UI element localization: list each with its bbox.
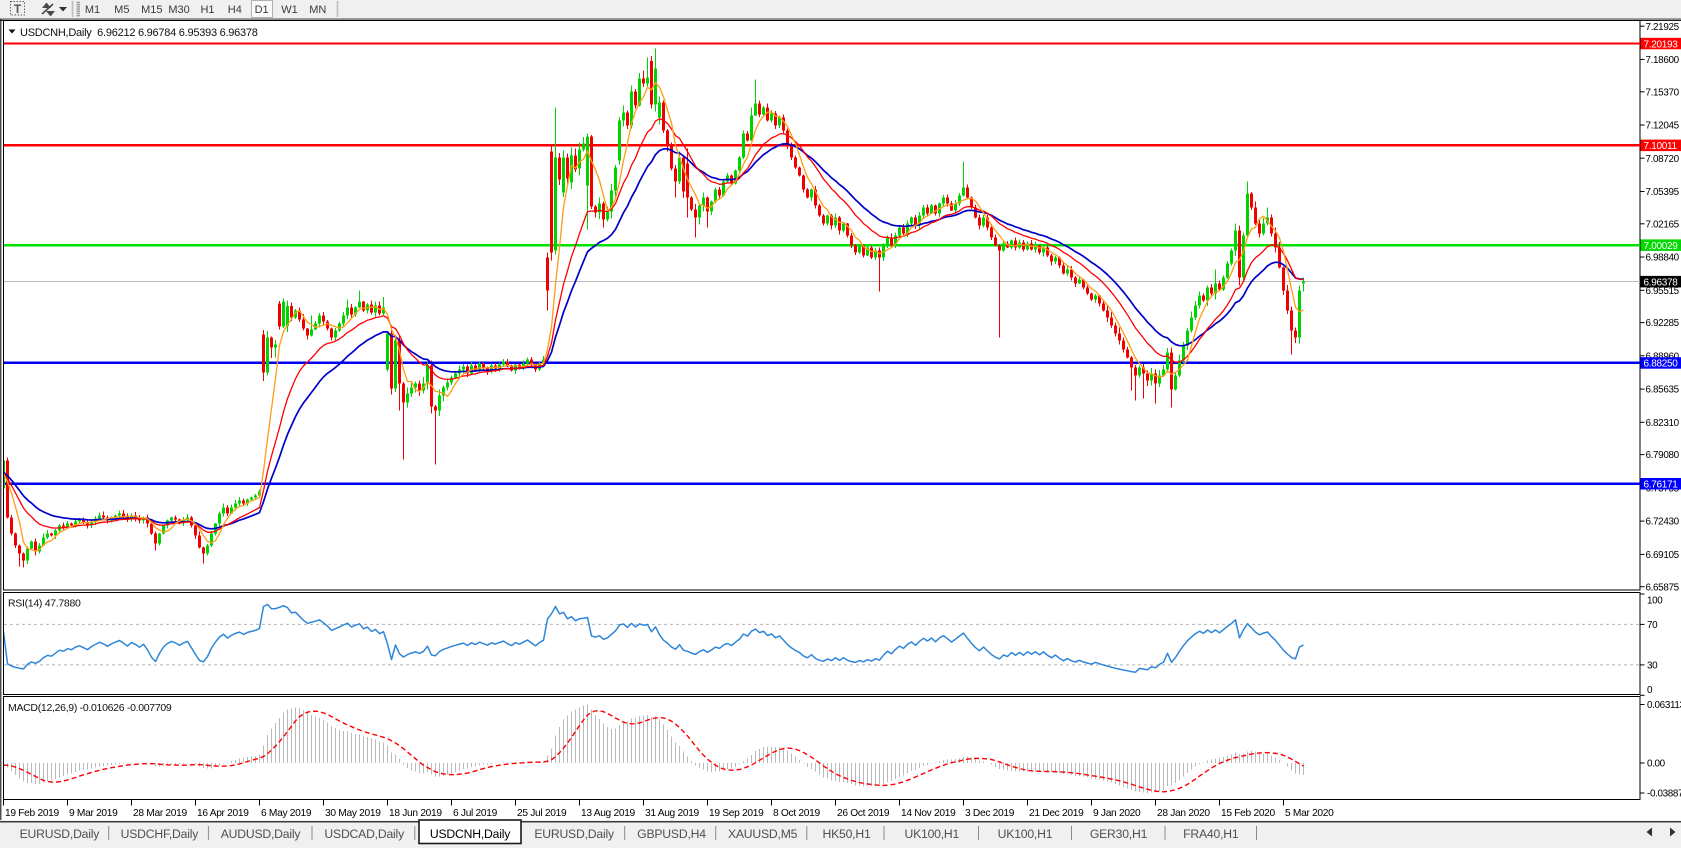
- svg-text:0.063113: 0.063113: [1647, 700, 1681, 711]
- svg-text:31 Aug 2019: 31 Aug 2019: [645, 808, 700, 819]
- svg-text:7.18600: 7.18600: [1646, 55, 1680, 66]
- svg-text:7.05395: 7.05395: [1646, 187, 1680, 198]
- svg-text:7.12045: 7.12045: [1646, 121, 1680, 132]
- svg-text:D1: D1: [255, 4, 269, 16]
- svg-text:19 Feb 2019: 19 Feb 2019: [5, 808, 60, 819]
- svg-text:M30: M30: [168, 4, 189, 16]
- svg-text:8 Oct 2019: 8 Oct 2019: [773, 808, 820, 819]
- svg-text:3 Dec 2019: 3 Dec 2019: [965, 808, 1015, 819]
- svg-text:9 Mar 2019: 9 Mar 2019: [69, 808, 118, 819]
- svg-text:26 Oct 2019: 26 Oct 2019: [837, 808, 890, 819]
- svg-text:USDCNH,Daily 6.96212 6.96784: USDCNH,Daily 6.96212 6.96784 6.95393 6.9…: [20, 27, 258, 39]
- svg-text:6.65875: 6.65875: [1646, 582, 1680, 593]
- svg-text:UK100,H1: UK100,H1: [998, 827, 1053, 841]
- svg-text:AUDUSD,Daily: AUDUSD,Daily: [221, 827, 302, 841]
- svg-text:UK100,H1: UK100,H1: [904, 827, 959, 841]
- svg-text:W1: W1: [281, 4, 298, 16]
- svg-text:6.69105: 6.69105: [1646, 550, 1680, 561]
- svg-text:9 Jan 2020: 9 Jan 2020: [1093, 808, 1141, 819]
- svg-text:7.02165: 7.02165: [1646, 219, 1680, 230]
- svg-text:7.21925: 7.21925: [1646, 22, 1680, 33]
- svg-text:14 Nov 2019: 14 Nov 2019: [901, 808, 956, 819]
- svg-text:13 Aug 2019: 13 Aug 2019: [581, 808, 636, 819]
- svg-text:7.00029: 7.00029: [1644, 241, 1679, 252]
- svg-text:USDCNH,Daily: USDCNH,Daily: [430, 827, 511, 841]
- svg-text:6.79080: 6.79080: [1646, 450, 1680, 461]
- svg-text:70: 70: [1647, 620, 1658, 631]
- svg-text:6.82310: 6.82310: [1646, 418, 1680, 429]
- svg-text:6.72430: 6.72430: [1646, 517, 1680, 528]
- svg-text:EURUSD,Daily: EURUSD,Daily: [534, 827, 615, 841]
- svg-text:5 Mar 2020: 5 Mar 2020: [1285, 808, 1334, 819]
- svg-text:18 Jun 2019: 18 Jun 2019: [389, 808, 442, 819]
- svg-text:XAUUSD,M5: XAUUSD,M5: [728, 827, 798, 841]
- svg-text:28 Jan 2020: 28 Jan 2020: [1157, 808, 1210, 819]
- svg-text:15 Feb 2020: 15 Feb 2020: [1221, 808, 1276, 819]
- svg-text:6.92285: 6.92285: [1646, 318, 1680, 329]
- svg-text:30: 30: [1647, 661, 1658, 672]
- svg-text:M1: M1: [85, 4, 100, 16]
- svg-text:USDCHF,Daily: USDCHF,Daily: [121, 827, 200, 841]
- svg-text:6.88250: 6.88250: [1644, 359, 1679, 370]
- svg-text:M15: M15: [141, 4, 162, 16]
- svg-text:7.10011: 7.10011: [1644, 141, 1678, 152]
- svg-text:7.08720: 7.08720: [1646, 154, 1680, 165]
- svg-text:GER30,H1: GER30,H1: [1090, 827, 1148, 841]
- svg-text:HK50,H1: HK50,H1: [822, 827, 870, 841]
- svg-text:6 Jul 2019: 6 Jul 2019: [453, 808, 498, 819]
- svg-text:6.98840: 6.98840: [1646, 253, 1680, 264]
- svg-text:0: 0: [1647, 685, 1653, 696]
- svg-text:MN: MN: [309, 4, 326, 16]
- svg-text:6.85635: 6.85635: [1646, 385, 1680, 396]
- svg-text:25 Jul 2019: 25 Jul 2019: [517, 808, 567, 819]
- svg-text:MACD(12,26,9) -0.010626 -0.007: MACD(12,26,9) -0.010626 -0.007709: [8, 702, 172, 714]
- svg-text:6.88960: 6.88960: [1646, 351, 1680, 362]
- svg-text:0.00: 0.00: [1647, 759, 1666, 770]
- svg-text:6.76171: 6.76171: [1644, 480, 1679, 491]
- svg-text:28 Mar 2019: 28 Mar 2019: [133, 808, 188, 819]
- svg-text:H4: H4: [228, 4, 242, 16]
- svg-text:USDCAD,Daily: USDCAD,Daily: [324, 827, 405, 841]
- svg-text:T: T: [14, 2, 22, 16]
- svg-text:M5: M5: [114, 4, 129, 16]
- svg-text:30 May 2019: 30 May 2019: [325, 808, 381, 819]
- svg-text:H1: H1: [200, 4, 214, 16]
- svg-text:19 Sep 2019: 19 Sep 2019: [709, 808, 764, 819]
- svg-text:7.20193: 7.20193: [1644, 39, 1679, 50]
- svg-text:-0.038875: -0.038875: [1647, 789, 1681, 800]
- svg-text:7.15370: 7.15370: [1646, 87, 1680, 98]
- svg-text:16 Apr 2019: 16 Apr 2019: [197, 808, 249, 819]
- svg-text:RSI(14) 47.7880: RSI(14) 47.7880: [8, 598, 81, 610]
- svg-text:6 May 2019: 6 May 2019: [261, 808, 312, 819]
- svg-text:FRA40,H1: FRA40,H1: [1183, 827, 1239, 841]
- svg-text:6.96378: 6.96378: [1644, 278, 1679, 289]
- svg-text:GBPUSD,H4: GBPUSD,H4: [637, 827, 706, 841]
- svg-text:100: 100: [1647, 596, 1663, 607]
- svg-text:21 Dec 2019: 21 Dec 2019: [1029, 808, 1084, 819]
- svg-text:6.95515: 6.95515: [1646, 286, 1680, 297]
- svg-text:EURUSD,Daily: EURUSD,Daily: [20, 827, 101, 841]
